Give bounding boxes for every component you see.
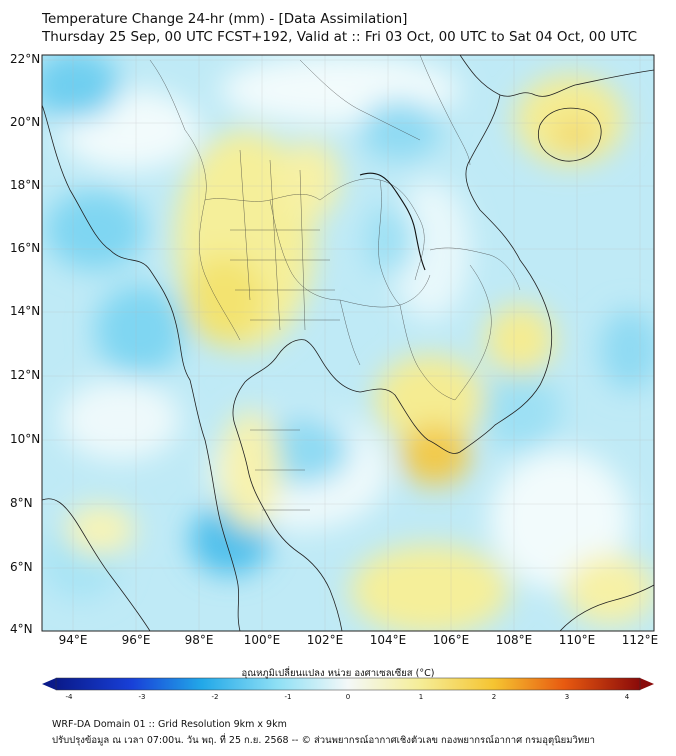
temperature-field (42, 55, 654, 631)
colorbar (42, 677, 654, 691)
graticule (42, 55, 654, 631)
lat-label: 4°N (10, 622, 33, 636)
colorbar-label: อุณหภูมิเปลี่ยนแปลง หน่วย องศาเซลเซียส (… (241, 668, 435, 679)
lon-label: 100°E (243, 633, 281, 647)
colorbar-tick: 4 (624, 693, 630, 701)
colorbar-tick: 1 (418, 693, 424, 701)
lat-label: 16°N (10, 241, 41, 255)
laos-border (359, 172, 426, 271)
lat-label: 20°N (10, 115, 41, 129)
footer-model-info: WRF-DA Domain 01 :: Grid Resolution 9km … (52, 719, 287, 730)
lat-label: 18°N (10, 178, 41, 192)
colorbar-tick: -3 (138, 693, 146, 701)
lon-label: 94°E (58, 633, 88, 647)
lon-label: 102°E (306, 633, 344, 647)
lon-label: 112°E (621, 633, 659, 647)
lat-label: 8°N (10, 496, 33, 510)
lat-label: 14°N (10, 304, 41, 318)
footer-credit: ปรับปรุงข้อมูล ณ เวลา 07:00น. วัน พฤ. ที… (52, 735, 595, 746)
map-title: Temperature Change 24-hr (mm) - [Data As… (42, 11, 408, 27)
lon-label: 96°E (121, 633, 151, 647)
colorbar-tick: -4 (65, 693, 73, 701)
colorbar-tick: 2 (491, 693, 497, 701)
colorbar-tick: -2 (211, 693, 219, 701)
map-frame (41, 54, 655, 632)
lat-label: 6°N (10, 560, 33, 574)
colorbar-tick: 3 (564, 693, 570, 701)
lat-label: 12°N (10, 368, 41, 382)
map-subtitle: Thursday 25 Sep, 00 UTC FCST+192, Valid … (42, 29, 638, 45)
lat-label: 22°N (10, 52, 41, 66)
lon-label: 98°E (184, 633, 214, 647)
lon-label: 110°E (558, 633, 596, 647)
lon-label: 108°E (495, 633, 533, 647)
coastlines (42, 55, 654, 631)
colorbar-tick: 0 (345, 693, 351, 701)
lon-label: 106°E (432, 633, 470, 647)
colorbar-tick: -1 (284, 693, 292, 701)
lat-label: 10°N (10, 432, 41, 446)
lon-label: 104°E (369, 633, 407, 647)
